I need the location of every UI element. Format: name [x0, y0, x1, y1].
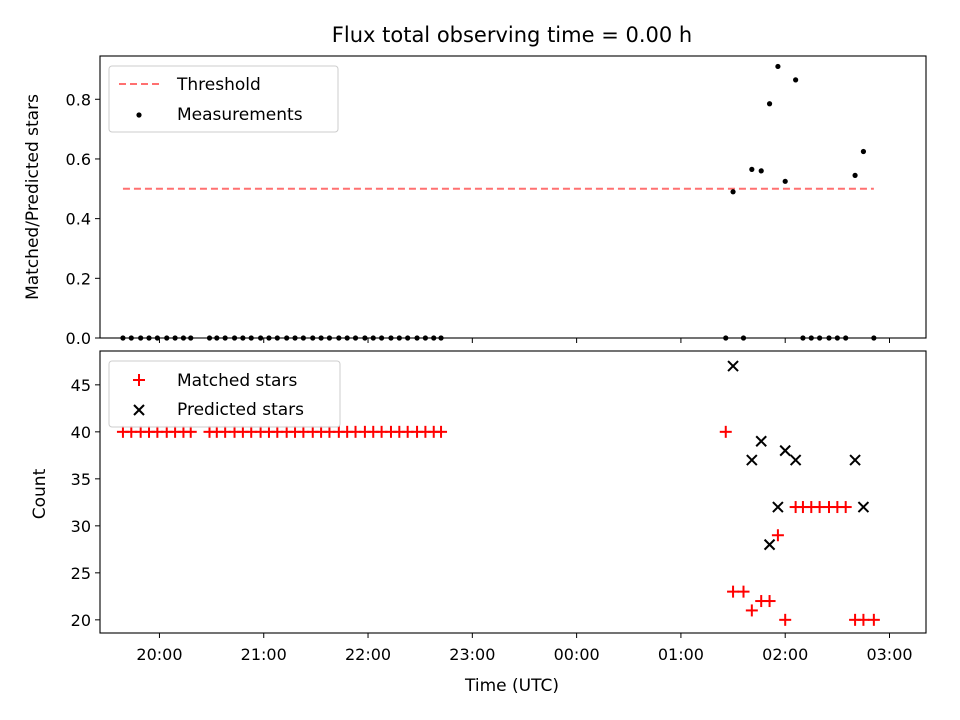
top-panel: 0.00.20.40.60.8 Matched/Predicted stars …: [23, 55, 927, 348]
x-tick-label: 22:00: [345, 645, 391, 664]
bottom-y-axis: 20 25 30 35 40 45: [71, 376, 100, 630]
x-tick-label: 02:00: [762, 645, 808, 664]
x-axis-label: Time (UTC): [464, 676, 559, 696]
bottom-panel-frame: [99, 350, 927, 634]
top-y-tick-label: 0.8: [66, 90, 91, 109]
bottom-y-tick-label: 25: [71, 564, 91, 583]
predicted-star-point: [779, 444, 791, 457]
top-y-tick-label: 0.2: [66, 269, 91, 288]
legend-measurements: Measurements: [177, 105, 303, 125]
x-tick-label: 00:00: [554, 645, 600, 664]
measurement-point: [793, 77, 799, 83]
matched-star-point: [435, 425, 448, 438]
top-y-axis-label: Matched/Predicted stars: [23, 94, 43, 300]
x-tick-label: 23:00: [449, 645, 495, 664]
bottom-y-tick-label: 40: [71, 423, 91, 442]
chart-title: Flux total observing time = 0.00 h: [332, 23, 692, 47]
measurement-point: [775, 63, 781, 70]
predicted-star-point: [755, 435, 767, 447]
top-y-tick-label: 0.6: [66, 150, 91, 169]
bottom-panel-marks: [116, 360, 880, 626]
matched-star-point: [857, 613, 870, 626]
predicted-star-point: [727, 360, 739, 372]
measurement-point: [766, 101, 773, 107]
x-tick-label: 01:00: [658, 645, 704, 664]
top-legend: Threshold Measurements: [108, 65, 339, 133]
measurement-point: [852, 172, 858, 178]
measurement-point: [758, 168, 764, 174]
top-y-tick-label: 0.0: [66, 329, 91, 348]
legend-matched-stars: Matched stars: [177, 371, 297, 391]
x-tick-label: 03:00: [866, 645, 912, 664]
measurement-point: [749, 166, 755, 172]
top-y-axis: 0.0 0.2 0.4 0.6 0.8: [66, 90, 100, 348]
measurement-point: [782, 178, 788, 184]
predicted-star-point: [746, 454, 758, 466]
matched-star-point: [779, 613, 792, 626]
measurements-legend-swatch: [136, 112, 142, 118]
top-y-tick-label: 0.4: [66, 210, 91, 229]
predicted-star-point: [789, 454, 802, 466]
measurement-point: [860, 148, 867, 155]
predicted-star-point: [772, 501, 784, 513]
x-tick-label: 21:00: [241, 645, 287, 664]
matched-star-point: [839, 501, 852, 514]
bottom-legend-box: [108, 360, 341, 428]
bottom-y-axis-label: Count: [30, 468, 50, 519]
bottom-x-axis: 20:00 21:00 22:00 23:00 00:00 01:00 02:00 03:00: [136, 633, 913, 664]
bottom-legend: Matched stars Predicted stars: [108, 360, 341, 428]
predicted-star-point: [763, 538, 776, 551]
matched-star-point: [719, 425, 732, 438]
matched-star-point: [867, 613, 880, 626]
bottom-y-tick-label: 20: [71, 611, 91, 630]
matched-star-point: [184, 425, 197, 438]
top-panel-frame: [99, 55, 927, 339]
matched-star-point: [771, 529, 784, 542]
bottom-panel: 20 25 30 35 40 45 20:00 21:00 22:00 23:00 00:00 01…: [30, 350, 927, 696]
predicted-legend-swatch: [133, 404, 145, 416]
matched-star-point: [745, 604, 758, 617]
bottom-y-tick-label: 30: [71, 517, 91, 536]
predicted-star-point: [849, 454, 861, 466]
matched-star-point: [763, 595, 776, 608]
legend-threshold: Threshold: [176, 75, 261, 95]
measurement-point: [730, 189, 736, 195]
bottom-y-tick-label: 45: [71, 376, 91, 395]
matched-star-point: [727, 585, 740, 598]
top-x-ticks: [158, 338, 890, 343]
matched-legend-swatch: [133, 374, 145, 386]
matched-star-point: [737, 585, 750, 598]
legend-predicted-stars: Predicted stars: [177, 400, 304, 420]
bottom-y-tick-label: 35: [71, 470, 91, 489]
predicted-star-point: [857, 501, 870, 513]
x-tick-label: 20:00: [136, 645, 182, 664]
top-legend-box: [108, 65, 339, 133]
